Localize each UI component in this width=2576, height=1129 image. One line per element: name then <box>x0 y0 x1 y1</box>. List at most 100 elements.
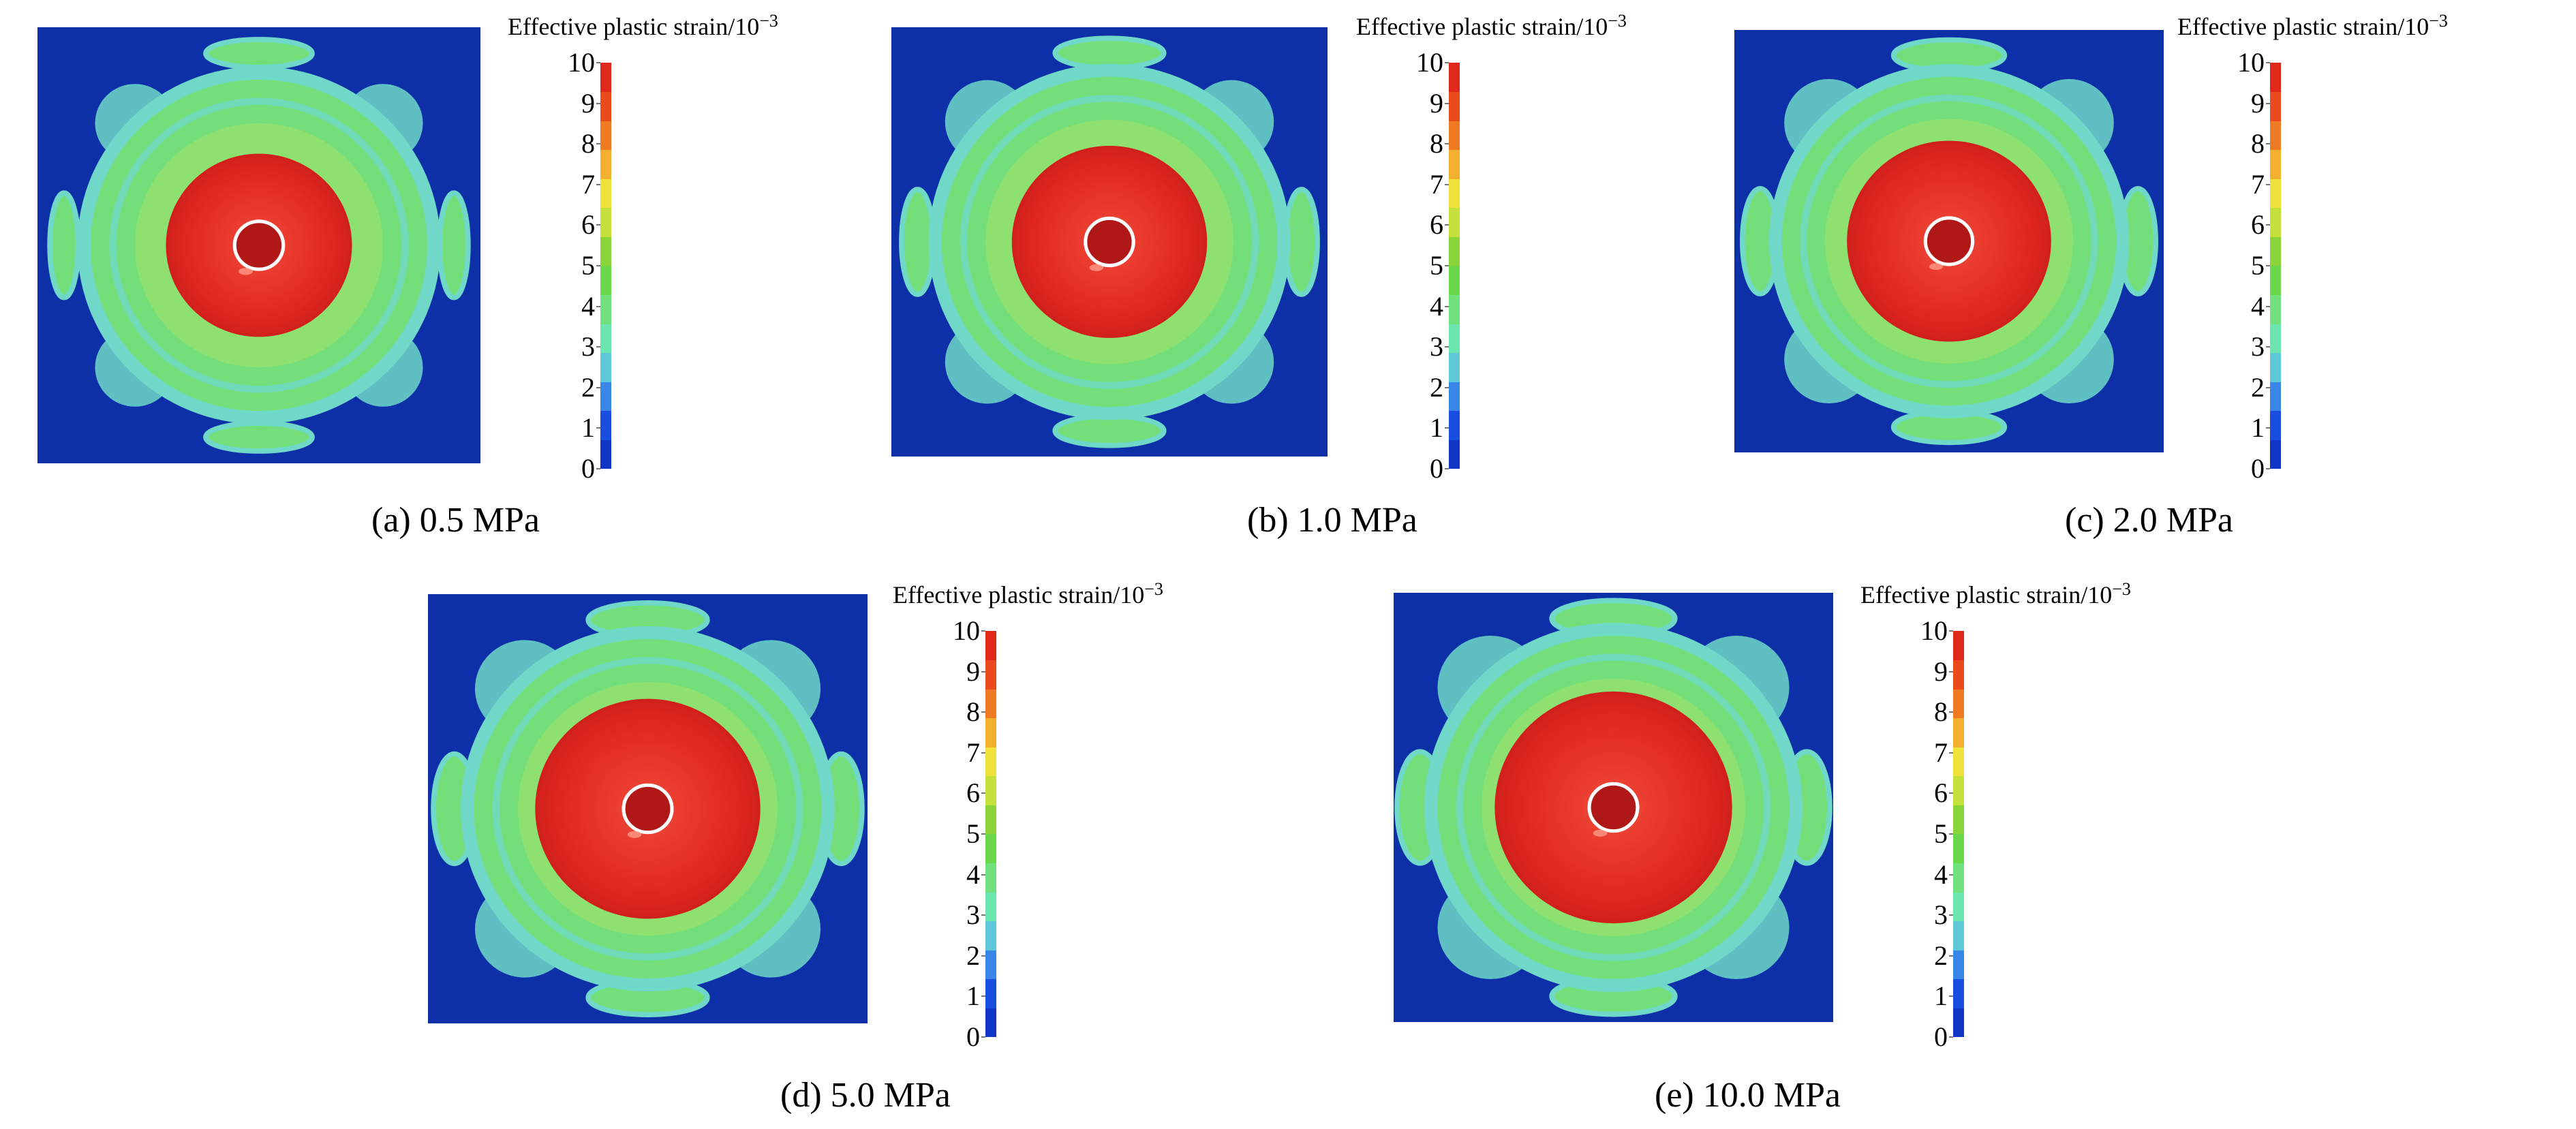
legend-tick-label: 7 <box>581 168 595 200</box>
legend-tick-mark <box>2266 386 2270 388</box>
legend-tick-mark <box>1949 914 1953 916</box>
legend-color-segment <box>1953 717 1964 747</box>
legend-tick-label: 9 <box>581 87 595 119</box>
legend-tick-label: 5 <box>966 818 980 849</box>
legend-color-segment <box>600 294 611 324</box>
contour-plot-d <box>428 594 868 1023</box>
legend-tick-label: 1 <box>1934 980 1948 1012</box>
legend-color-segment <box>1449 439 1460 469</box>
contour-inner-band <box>1456 653 1771 961</box>
legend-tick-mark <box>596 265 600 266</box>
legend-color-segment <box>600 207 611 237</box>
legend-tick-mark <box>2266 427 2270 429</box>
legend-color-segment <box>1953 863 1964 893</box>
legend-color-segment <box>985 660 996 690</box>
legend-tick-label: 2 <box>966 940 980 971</box>
legend-color-segment <box>1449 236 1460 266</box>
legend-tick-mark <box>596 305 600 307</box>
contour-hole <box>232 219 286 271</box>
legend-tick-mark <box>1445 427 1449 429</box>
legend-colorbar <box>2270 63 2281 469</box>
legend-color-segment <box>1953 689 1964 719</box>
legend-color-segment <box>1449 91 1460 121</box>
legend-tick-mark <box>1949 995 1953 997</box>
legend-color-segment <box>1953 631 1964 661</box>
legend-tick-label: 2 <box>2251 371 2265 403</box>
legend-color-segment <box>2270 352 2281 382</box>
contour-svg <box>1734 30 2164 452</box>
legend-color-segment <box>2270 179 2281 208</box>
legend-color-segment <box>1449 266 1460 296</box>
legend-color-segment <box>600 236 611 266</box>
legend-colorbar <box>1449 63 1460 469</box>
legend-color-segment <box>600 410 611 440</box>
legend-color-segment <box>1953 805 1964 835</box>
legend-tick-mark <box>981 630 985 632</box>
legend-tick-label: 5 <box>581 250 595 281</box>
legend-color-segment <box>1449 324 1460 354</box>
contour-svg <box>37 27 480 463</box>
legend-color-segment <box>1449 382 1460 412</box>
legend-tick-label: 9 <box>2251 87 2265 119</box>
legend-tick-mark <box>2266 102 2270 104</box>
legend-color-segment <box>2270 439 2281 469</box>
caption-c: (c) 2.0 MPa <box>2065 501 2233 540</box>
legend-tick-mark <box>2266 62 2270 63</box>
contour-svg <box>891 27 1328 457</box>
legend-tick-mark <box>2266 224 2270 226</box>
legend-color-segment <box>2270 324 2281 354</box>
legend-tick-mark <box>1445 265 1449 266</box>
legend-tick-label: 0 <box>581 453 595 484</box>
legend-tick-mark <box>1445 224 1449 226</box>
contour-side-lobe <box>203 420 315 454</box>
legend-tick-mark <box>1949 670 1953 672</box>
legend-color-segment <box>2270 236 2281 266</box>
legend-tick-mark <box>2266 265 2270 266</box>
legend-color-segment <box>985 1008 996 1038</box>
legend-tick-label: 8 <box>1430 128 1443 159</box>
contour-inner-band <box>960 95 1259 389</box>
legend-title: Effective plastic strain/10−3 <box>1860 579 2131 608</box>
contour-plot-e <box>1394 593 1833 1022</box>
legend-tick-mark <box>981 792 985 794</box>
contour-hole <box>1587 782 1640 833</box>
legend-tick-label: 6 <box>966 777 980 809</box>
legend-title: Effective plastic strain/10−3 <box>893 579 1163 608</box>
legend-tick-mark <box>596 102 600 104</box>
legend-color-segment <box>985 950 996 980</box>
legend-tick-label: 4 <box>1934 859 1948 890</box>
legend-color-segment <box>985 689 996 719</box>
legend-tick-label: 10 <box>1920 615 1948 646</box>
legend-tick-label: 0 <box>1430 453 1443 484</box>
caption-d: (d) 5.0 MPa <box>780 1076 951 1115</box>
legend-color-segment <box>1449 149 1460 179</box>
legend-tick-mark <box>2266 183 2270 185</box>
legend-tick-label: 6 <box>2251 209 2265 241</box>
legend-color-segment <box>1953 921 1964 950</box>
contour-side-lobe <box>1052 35 1167 71</box>
legend-tick-label: 8 <box>966 696 980 728</box>
legend-tick-mark <box>1949 833 1953 835</box>
legend-color-segment <box>600 91 611 121</box>
legend-color-segment <box>2270 410 2281 440</box>
legend-tick-mark <box>596 386 600 388</box>
legend-tick-label: 7 <box>2251 168 2265 200</box>
legend-tick-label: 3 <box>1934 899 1948 931</box>
contour-highlight <box>1593 829 1608 837</box>
legend-tick-mark <box>2266 305 2270 307</box>
contour-hole <box>1084 216 1135 268</box>
legend-color-segment <box>600 439 611 469</box>
legend-tick-label: 2 <box>1430 371 1443 403</box>
legend-tick-mark <box>1445 62 1449 63</box>
legend-tick-mark <box>1949 792 1953 794</box>
legend-tick-mark <box>2266 346 2270 348</box>
legend-tick-mark <box>1949 752 1953 754</box>
legend-tick-mark <box>981 833 985 835</box>
legend-tick-mark <box>596 62 600 63</box>
legend-tick-mark <box>596 143 600 145</box>
legend-tick-mark <box>596 427 600 429</box>
legend-tick-label: 10 <box>953 615 980 646</box>
legend-tick-label: 0 <box>2251 453 2265 484</box>
legend-tick-mark <box>1949 873 1953 876</box>
legend-tick-label: 1 <box>581 412 595 444</box>
